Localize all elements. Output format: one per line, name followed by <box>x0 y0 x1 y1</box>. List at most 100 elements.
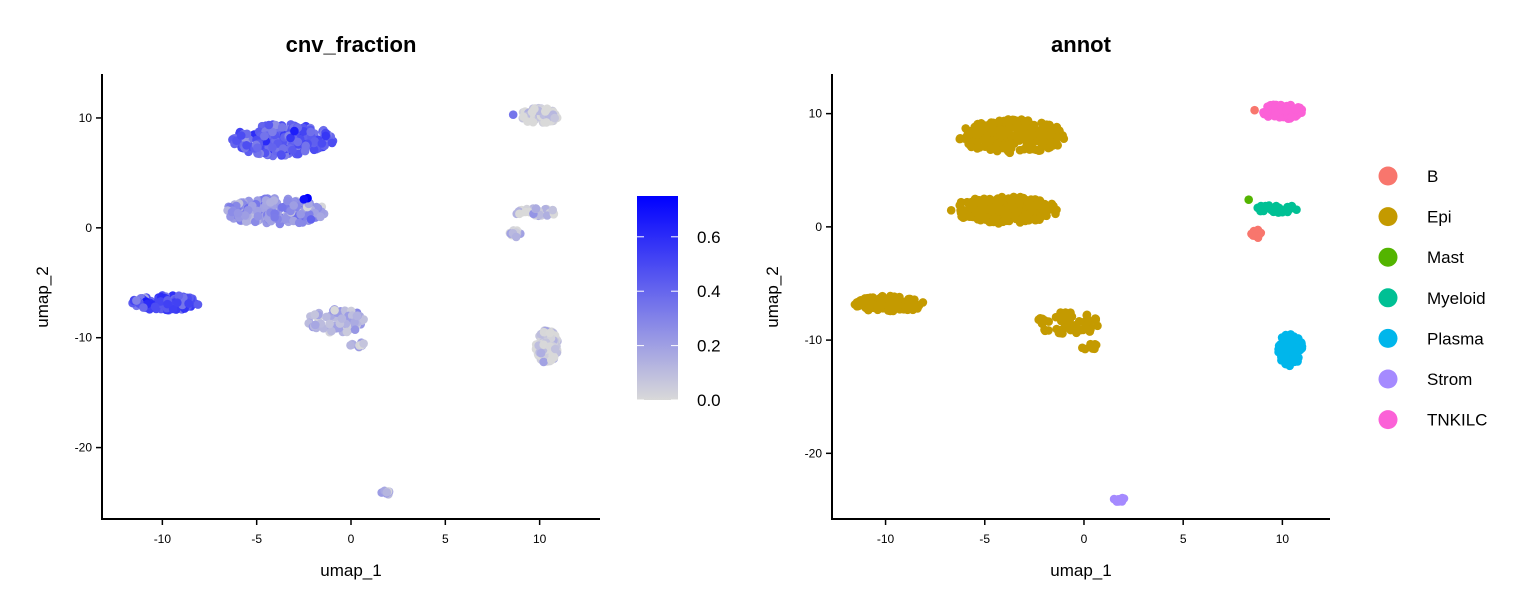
annot-point <box>966 203 975 213</box>
cnv-fraction-y-tick-label: -10 <box>75 331 93 345</box>
cnv-fraction-point <box>132 296 141 305</box>
annot-point <box>981 215 990 224</box>
annot-point <box>983 138 993 147</box>
cnv-fraction-point <box>286 133 295 143</box>
legend-label-epi: Epi <box>1427 208 1452 227</box>
annot-point <box>874 300 884 310</box>
annot-point <box>1030 214 1039 224</box>
annot-panel: annot -10 -5 0 5 10 10 0 -10 -20 umap_1 umap_2 B… <box>763 32 1487 580</box>
annot-point <box>1006 139 1016 149</box>
annot-point <box>1078 343 1087 353</box>
cnv-fraction-point <box>283 196 292 206</box>
annot-title: annot <box>1051 32 1112 57</box>
cnv-fraction-point <box>352 311 362 321</box>
annot-point <box>1082 311 1091 320</box>
annot-point <box>1025 208 1035 218</box>
annot-point <box>986 145 995 154</box>
annot-point <box>1267 205 1276 215</box>
colorbar-tick-label: 0.6 <box>697 228 721 247</box>
annot-point <box>1297 344 1307 353</box>
annot-point <box>999 140 1008 150</box>
cnv-fraction-point <box>327 138 337 148</box>
cnv-fraction-point <box>233 208 243 218</box>
annot-point <box>1001 211 1011 221</box>
cnv-fraction-points <box>128 103 562 499</box>
cnv-fraction-point <box>545 328 555 338</box>
annot-point <box>1032 145 1041 155</box>
cnv-fraction-point <box>316 212 325 222</box>
annot-point <box>973 144 982 153</box>
cnv-fraction-point <box>359 339 368 348</box>
cnv-fraction-point <box>253 143 262 152</box>
legend-label-myeloid: Myeloid <box>1427 289 1486 308</box>
cnv-fraction-point <box>301 141 311 151</box>
cnv-fraction-point <box>542 211 552 220</box>
legend-swatch-mast <box>1378 247 1398 267</box>
cnv-fraction-point <box>317 139 327 148</box>
cnv-fraction-x-tick-label: -5 <box>251 532 262 546</box>
cnv-fraction-point <box>290 126 299 136</box>
annot-point <box>991 202 1001 211</box>
annot-point <box>1049 201 1058 211</box>
annot-point <box>1051 209 1060 219</box>
annot-y-tick-label: 0 <box>815 220 822 234</box>
cnv-fraction-point <box>539 357 548 367</box>
annot-point <box>1053 132 1062 142</box>
annot-x-tick-label: -5 <box>979 532 990 546</box>
cnv-fraction-point <box>342 327 352 337</box>
cnv-fraction-point <box>289 201 299 210</box>
legend-swatch-b <box>1378 166 1398 186</box>
cnv-fraction-point <box>193 300 203 309</box>
legend-swatch-strom <box>1378 369 1398 389</box>
annot-point <box>1275 101 1285 110</box>
annot-point <box>1288 347 1297 356</box>
cnv-fraction-panel: cnv_fraction -10 -5 0 5 10 10 0 -10 -20 umap_1 u… <box>33 32 721 580</box>
cnv-fraction-point <box>322 312 331 322</box>
annot-point <box>946 206 956 215</box>
cnv-fraction-point <box>280 214 290 224</box>
annot-point <box>1256 201 1266 211</box>
cnv-fraction-point <box>511 232 521 242</box>
annot-point <box>1247 229 1256 239</box>
cnv-fraction-point <box>139 303 148 312</box>
annot-point <box>1040 203 1050 212</box>
annot-point <box>1017 133 1027 143</box>
annot-point <box>972 127 982 136</box>
annot-point <box>1244 195 1253 204</box>
cnv-fraction-point <box>550 113 559 123</box>
annot-point <box>1291 105 1300 114</box>
cnv-fraction-point <box>321 131 331 141</box>
cnv-fraction-point <box>327 326 336 336</box>
annot-point <box>1003 115 1013 124</box>
cnv-fraction-point <box>309 145 319 155</box>
annot-legend: B Epi Mast Myeloid Plasma Strom TNKILC <box>1378 166 1487 430</box>
cnv-fraction-point <box>268 143 277 152</box>
annot-points <box>850 100 1307 506</box>
cnv-fraction-point <box>293 137 303 147</box>
legend-label-mast: Mast <box>1427 248 1464 267</box>
annot-point <box>1058 314 1068 324</box>
annot-point <box>965 212 974 221</box>
cnv-fraction-point <box>163 299 172 309</box>
annot-point <box>1086 325 1095 334</box>
annot-point <box>850 300 860 309</box>
legend-label-b: B <box>1427 167 1438 186</box>
annot-point <box>1287 112 1297 122</box>
annot-point <box>1015 145 1025 155</box>
cnv-fraction-x-tick-label: 10 <box>533 532 547 546</box>
cnv-fraction-point <box>530 104 539 114</box>
cnv-fraction-point <box>311 320 320 330</box>
cnv-fraction-point <box>531 204 541 213</box>
annot-point <box>1040 120 1049 129</box>
legend-label-tnkilc: TNKILC <box>1427 411 1487 430</box>
cnv-fraction-point <box>382 488 392 497</box>
cnv-fraction-point <box>542 118 551 127</box>
annot-y-label: umap_2 <box>763 266 782 327</box>
cnv-fraction-point <box>325 319 334 329</box>
cnv-fraction-colorbar-ticks: 0.0 0.2 0.4 0.6 <box>637 228 721 410</box>
legend-swatch-epi <box>1378 207 1398 227</box>
cnv-fraction-point <box>550 344 560 354</box>
annot-point <box>997 192 1007 202</box>
cnv-fraction-x-tick-label: 0 <box>348 532 355 546</box>
annot-point <box>903 302 912 312</box>
